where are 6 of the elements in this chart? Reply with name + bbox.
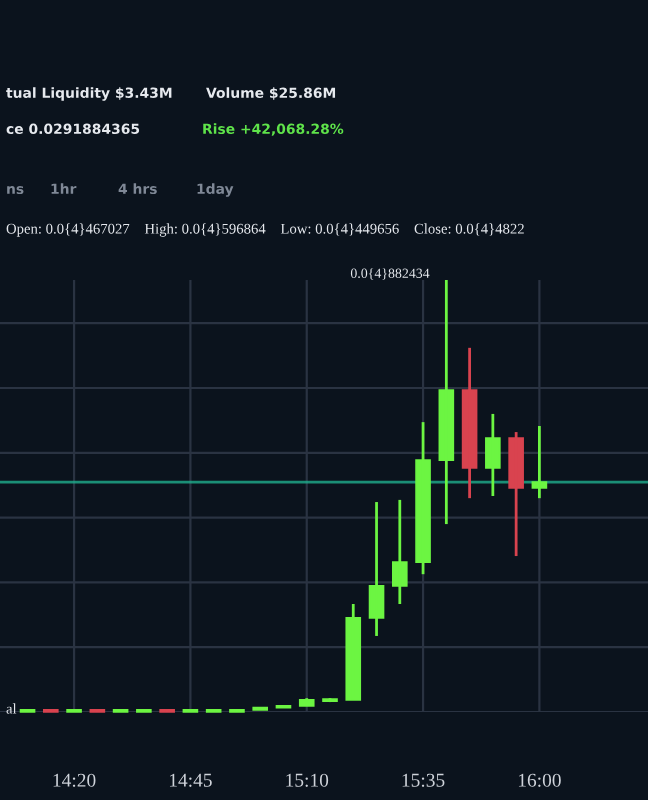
x-tick-label: 15:10 [286, 773, 329, 787]
candlestick [298, 696, 315, 708]
x-tick-label: 14:20 [53, 773, 96, 787]
x-tick-label: 16:00 [518, 773, 561, 787]
x-tick-label: 14:45 [169, 773, 212, 787]
x-tick-label: 15:35 [402, 773, 445, 787]
